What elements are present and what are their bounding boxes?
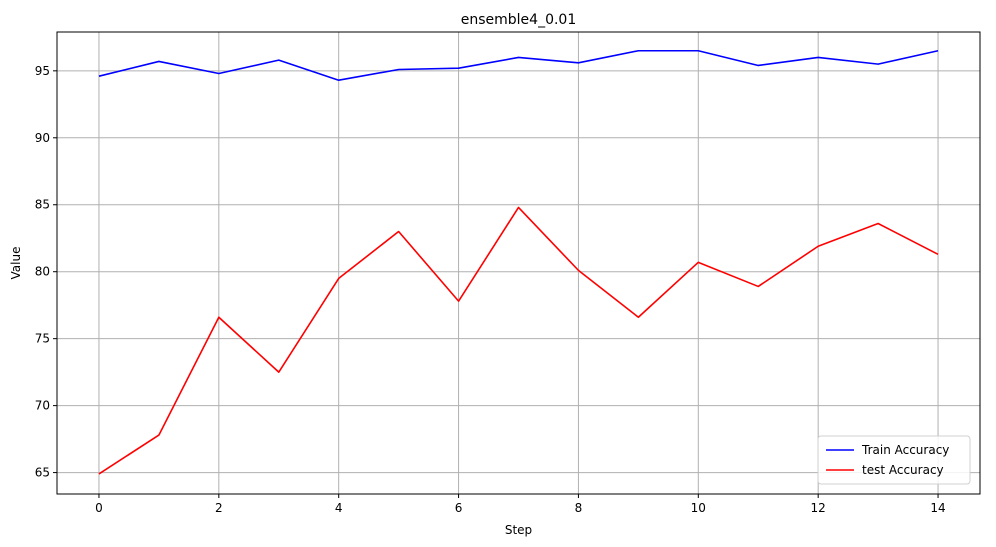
x-axis-ticks: 0 2 4 6 8 10 12 14 — [95, 494, 946, 515]
x-tick-label: 14 — [930, 501, 945, 515]
plot-frame — [56, 31, 981, 495]
series-line-1 — [98, 49, 939, 82]
chart-title: ensemble4_0.01 — [461, 12, 577, 28]
y-axis-ticks: 65 70 75 80 85 90 95 — [35, 64, 57, 480]
x-tick-label: 6 — [455, 501, 463, 515]
x-axis-label: Step — [505, 523, 532, 537]
y-tick-label: 95 — [35, 64, 50, 78]
legend-label: Train Accuracy — [861, 443, 949, 457]
y-tick-label: 90 — [35, 131, 50, 145]
x-tick-label: 12 — [811, 501, 826, 515]
grid-lines — [57, 32, 980, 494]
y-axis-label: Value — [9, 247, 23, 280]
legend: Train Accuracy test Accuracy — [817, 435, 971, 485]
x-tick-label: 2 — [215, 501, 223, 515]
series-line-2 — [98, 206, 939, 475]
series-layer — [98, 49, 939, 475]
legend-box — [817, 435, 971, 485]
legend-label: test Accuracy — [862, 463, 944, 477]
x-tick-label: 0 — [95, 501, 103, 515]
x-tick-label: 8 — [575, 501, 583, 515]
x-tick-label: 4 — [335, 501, 343, 515]
y-tick-label: 75 — [35, 332, 50, 346]
y-tick-label: 85 — [35, 198, 50, 212]
y-tick-label: 70 — [35, 399, 50, 413]
y-tick-label: 65 — [35, 466, 50, 480]
x-tick-label: 10 — [691, 501, 706, 515]
y-tick-label: 80 — [35, 265, 50, 279]
